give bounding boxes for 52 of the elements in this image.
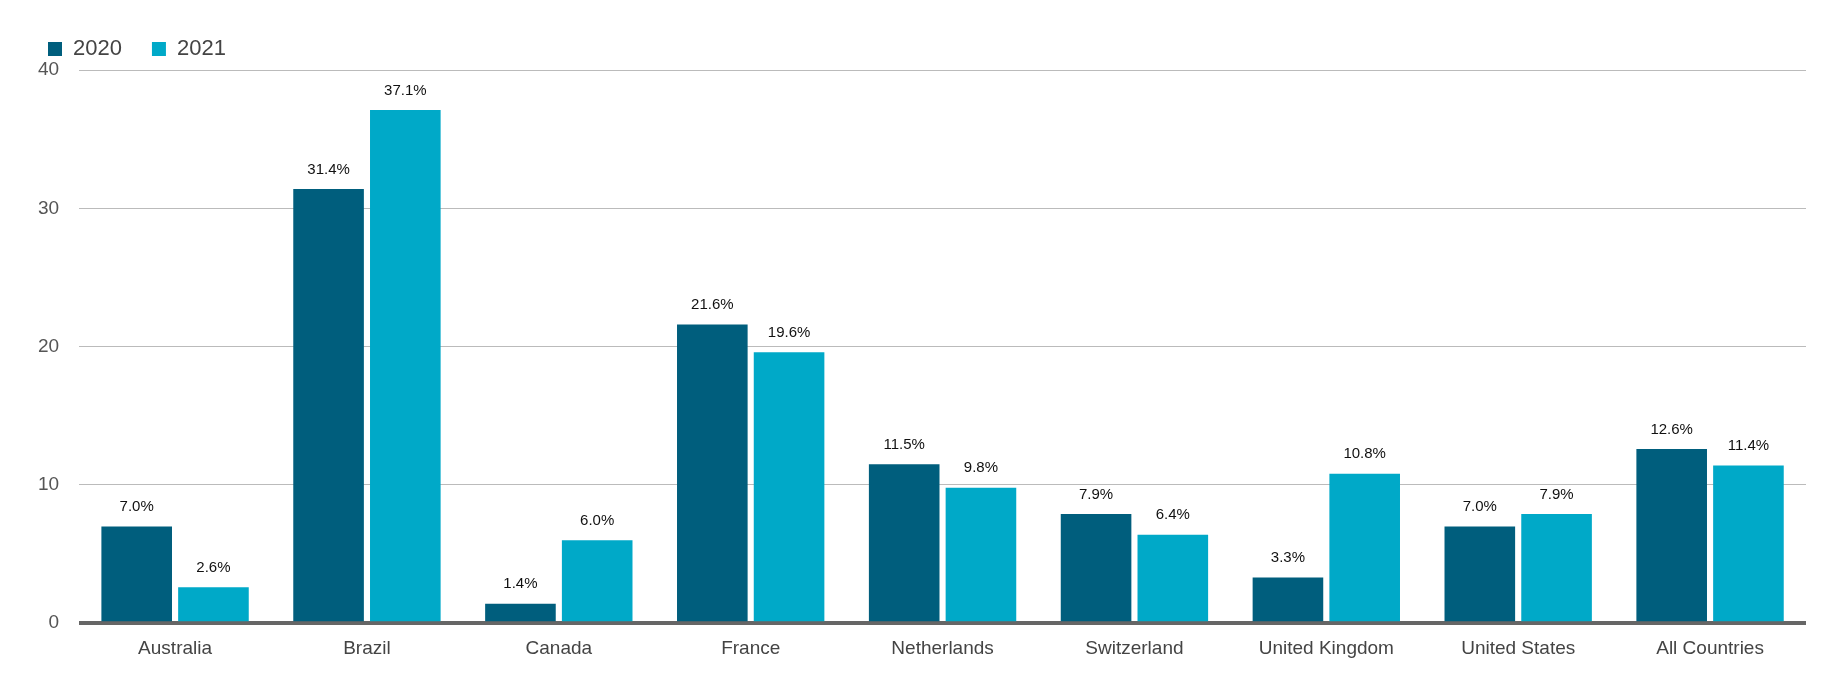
bar bbox=[370, 110, 441, 622]
data-label: 7.9% bbox=[1539, 484, 1574, 502]
data-label: 11.5% bbox=[883, 434, 925, 452]
y-tick-label: 30 bbox=[37, 196, 60, 218]
data-label: 7.0% bbox=[1462, 497, 1497, 515]
legend-label: 2021 bbox=[176, 35, 226, 61]
x-tick-label: United States bbox=[1461, 636, 1576, 658]
data-label: 10.8% bbox=[1343, 444, 1386, 462]
data-label: 9.8% bbox=[963, 458, 999, 476]
data-label: 7.0% bbox=[119, 497, 154, 515]
bar bbox=[178, 587, 249, 622]
bar bbox=[868, 464, 940, 622]
legend-label: 2020 bbox=[73, 35, 122, 61]
bar bbox=[1713, 465, 1784, 622]
data-label: 21.6% bbox=[691, 295, 734, 313]
bar bbox=[1521, 513, 1592, 622]
data-label: 11.4% bbox=[1727, 436, 1770, 454]
bar bbox=[1252, 577, 1324, 622]
x-tick-label: All Countries bbox=[1656, 636, 1764, 658]
x-tick-label: Canada bbox=[525, 636, 593, 658]
data-label: 19.6% bbox=[767, 322, 811, 340]
bar bbox=[101, 526, 172, 622]
data-label: 6.0% bbox=[580, 510, 615, 528]
data-label: 6.4% bbox=[1155, 505, 1190, 523]
x-tick-label: Switzerland bbox=[1085, 636, 1184, 658]
bar bbox=[1329, 473, 1400, 622]
bar bbox=[677, 324, 748, 622]
data-label: 3.3% bbox=[1270, 548, 1306, 566]
y-tick-label: 20 bbox=[37, 334, 60, 356]
x-tick-label: Australia bbox=[138, 636, 213, 658]
bar bbox=[1636, 448, 1707, 622]
data-label: 1.4% bbox=[503, 574, 538, 592]
data-label: 37.1% bbox=[384, 80, 427, 98]
bar bbox=[485, 603, 556, 622]
data-label: 7.9% bbox=[1078, 484, 1114, 502]
y-tick-label: 10 bbox=[37, 473, 60, 495]
bar bbox=[1444, 526, 1516, 622]
y-tick-label: 0 bbox=[48, 611, 60, 633]
bar bbox=[561, 540, 633, 622]
data-label: 12.6% bbox=[1650, 419, 1693, 437]
bar bbox=[945, 487, 1017, 622]
bar bbox=[1137, 534, 1209, 622]
y-tick-label: 40 bbox=[37, 58, 60, 80]
bar bbox=[1060, 513, 1132, 622]
data-label: 2.6% bbox=[196, 557, 231, 575]
x-tick-label: Netherlands bbox=[891, 636, 994, 658]
bar bbox=[293, 188, 364, 622]
data-label: 31.4% bbox=[307, 159, 350, 177]
x-tick-label: Brazil bbox=[343, 636, 391, 658]
x-tick-label: United Kingdom bbox=[1258, 636, 1394, 658]
bar bbox=[753, 352, 825, 622]
x-tick-label: France bbox=[721, 636, 781, 658]
